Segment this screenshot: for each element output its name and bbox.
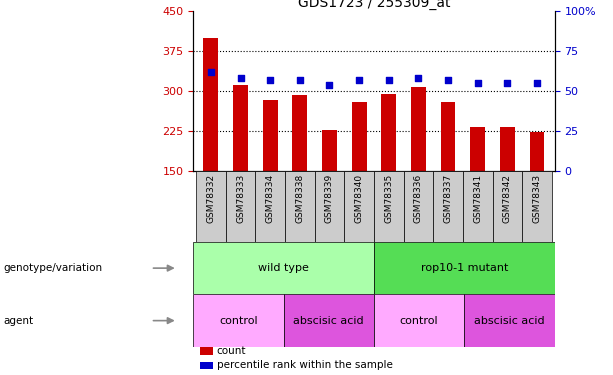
Bar xyxy=(374,294,465,347)
Point xyxy=(324,82,334,88)
Bar xyxy=(492,171,522,242)
Text: GSM78340: GSM78340 xyxy=(354,174,364,223)
Point xyxy=(414,75,424,81)
Bar xyxy=(411,87,426,171)
Bar xyxy=(500,127,515,171)
Text: GSM78338: GSM78338 xyxy=(295,174,304,223)
Text: rop10-1 mutant: rop10-1 mutant xyxy=(421,263,508,273)
Bar xyxy=(233,85,248,171)
Text: GSM78343: GSM78343 xyxy=(533,174,541,223)
Text: agent: agent xyxy=(3,316,33,326)
Bar xyxy=(226,171,256,242)
Bar xyxy=(470,127,485,171)
Title: GDS1723 / 255309_at: GDS1723 / 255309_at xyxy=(298,0,450,10)
Bar xyxy=(465,294,555,347)
Bar xyxy=(522,171,552,242)
Text: GSM78334: GSM78334 xyxy=(265,174,275,223)
Text: GSM78341: GSM78341 xyxy=(473,174,482,223)
Bar xyxy=(256,171,285,242)
Bar xyxy=(374,171,403,242)
Bar xyxy=(200,362,213,369)
Bar xyxy=(345,171,374,242)
Text: genotype/variation: genotype/variation xyxy=(3,263,102,273)
Point xyxy=(532,80,542,86)
Bar xyxy=(530,132,544,171)
Bar xyxy=(196,171,226,242)
Text: GSM78332: GSM78332 xyxy=(207,174,215,223)
Text: GSM78333: GSM78333 xyxy=(236,174,245,223)
Text: GSM78339: GSM78339 xyxy=(325,174,334,223)
Text: GSM78337: GSM78337 xyxy=(444,174,452,223)
Bar xyxy=(193,294,283,347)
Text: GSM78335: GSM78335 xyxy=(384,174,394,223)
Point xyxy=(503,80,512,86)
Text: percentile rank within the sample: percentile rank within the sample xyxy=(216,360,392,370)
Bar xyxy=(314,171,345,242)
Bar xyxy=(283,294,374,347)
Text: control: control xyxy=(400,316,438,326)
Bar xyxy=(204,38,218,171)
Bar xyxy=(322,130,337,171)
Bar xyxy=(381,94,396,171)
Bar xyxy=(352,102,367,171)
Point xyxy=(265,77,275,83)
Bar xyxy=(374,242,555,294)
Text: control: control xyxy=(219,316,257,326)
Point xyxy=(295,77,305,83)
Point xyxy=(473,80,482,86)
Text: abscisic acid: abscisic acid xyxy=(294,316,364,326)
Point xyxy=(384,77,394,83)
Text: wild type: wild type xyxy=(258,263,309,273)
Bar xyxy=(463,171,492,242)
Point xyxy=(354,77,364,83)
Text: GSM78342: GSM78342 xyxy=(503,174,512,223)
Point xyxy=(206,69,216,75)
Bar xyxy=(285,171,314,242)
Text: abscisic acid: abscisic acid xyxy=(474,316,545,326)
Bar xyxy=(433,171,463,242)
Bar xyxy=(200,347,213,355)
Bar xyxy=(193,242,374,294)
Bar xyxy=(403,171,433,242)
Text: GSM78336: GSM78336 xyxy=(414,174,423,223)
Text: count: count xyxy=(216,346,246,356)
Bar xyxy=(263,100,278,171)
Bar xyxy=(292,94,307,171)
Point xyxy=(235,75,245,81)
Bar xyxy=(441,102,455,171)
Point xyxy=(443,77,453,83)
